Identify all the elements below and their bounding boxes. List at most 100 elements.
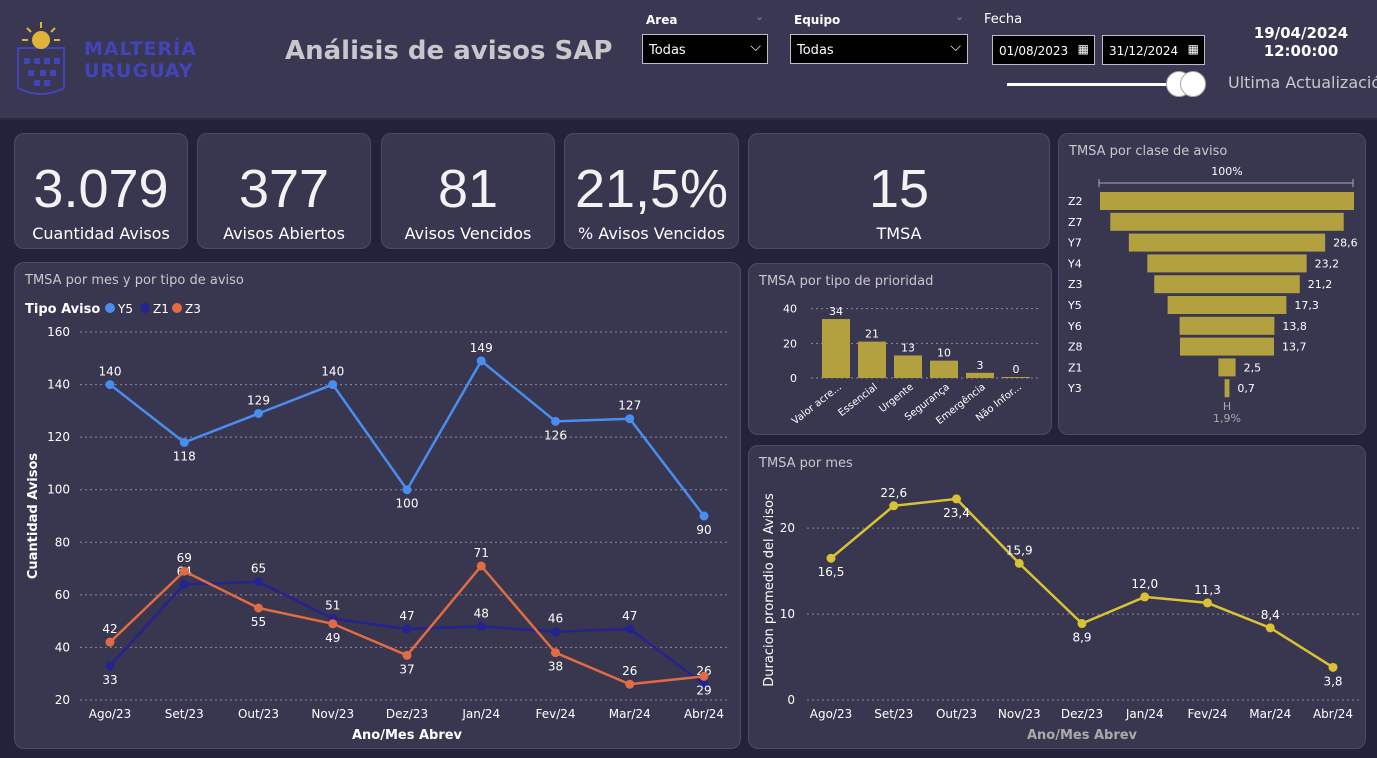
data-point-z1	[699, 679, 709, 689]
data-label: 13	[901, 341, 915, 354]
data-point-z1	[402, 624, 412, 634]
data-label-y5: 126	[544, 428, 567, 442]
data-point-y5	[179, 437, 189, 447]
data-point-z3	[551, 648, 560, 658]
kpi-card-avisos-vencidos: 81 Avisos Vencidos	[381, 133, 555, 249]
fecha-filter-label: Fecha	[984, 12, 1023, 27]
legend-label-z3: Z3	[185, 302, 201, 316]
data-point	[826, 553, 836, 563]
data-label: 11,3	[1194, 583, 1221, 597]
data-label-y5: 149	[470, 341, 493, 355]
data-point-z3	[476, 561, 486, 571]
calendar-icon[interactable]: ▦	[1187, 42, 1199, 56]
x-tick-label: Essencial	[836, 382, 879, 419]
funnel-chart-tmsa-clase: 100% Z2 Z7 Y7 28,6 Y4 23,2 Z3 21,2 Y5 17,3 Y6 13,8 Z8…	[1067, 165, 1358, 425]
calendar-icon[interactable]: ▦	[1077, 42, 1089, 56]
category-label: Z3	[1068, 278, 1083, 291]
data-point	[1077, 619, 1087, 629]
kpi-value: 21,5%	[574, 159, 729, 219]
x-tick-label: Dez/23	[386, 707, 428, 721]
page-title: Análisis de avisos SAP	[285, 36, 613, 66]
funnel-bottom-pct: 1,9%	[1213, 412, 1241, 425]
kpi-value: 377	[238, 159, 330, 219]
funnel-bar	[1110, 212, 1344, 231]
x-tick-label: Jan/24	[461, 707, 500, 721]
data-point-z1	[179, 579, 189, 589]
equipo-filter-label: Equipo	[794, 13, 841, 27]
x-tick-label: Set/23	[165, 707, 204, 721]
y-tick-label: 20	[780, 521, 795, 535]
data-label-y5: 140	[99, 365, 122, 379]
category-label: Z8	[1068, 341, 1083, 354]
fecha-start-value: 01/08/2023	[999, 44, 1069, 58]
data-label-z3: 69	[177, 551, 192, 565]
data-point-z1	[476, 621, 486, 631]
data-point	[952, 494, 961, 504]
y-tick-label: 140	[47, 378, 70, 392]
data-label-z1: 47	[622, 609, 637, 623]
data-label-y5: 100	[396, 497, 419, 511]
date-range-slider-end-handle[interactable]	[1180, 71, 1206, 97]
y-tick-label: 40	[783, 303, 797, 316]
fecha-end-input[interactable]: 31/12/2024 ▦	[1102, 35, 1205, 65]
data-label: 21	[865, 328, 879, 341]
data-point-z3	[402, 650, 412, 660]
y-tick-label: 20	[783, 337, 797, 350]
area-dropdown[interactable]: Todas ⌵	[642, 34, 768, 64]
category-label: Z7	[1068, 216, 1083, 229]
data-label-y5: 90	[696, 523, 711, 537]
data-point-z3	[179, 566, 189, 576]
last-update-label: Ultima Actualización	[1228, 73, 1377, 92]
equipo-dropdown-value: Todas	[797, 43, 834, 58]
x-axis-label: Ano/Mes Abrev	[352, 728, 463, 743]
data-label-z3: 38	[548, 660, 563, 674]
data-label: 15,9	[1006, 543, 1033, 557]
data-point-y5	[551, 416, 560, 426]
line-chart-tmsa-mes: 0 10 20 Ago/23 Set/23 Out/23 Nov/23 Dez/23 Jan/2…	[762, 486, 1361, 743]
data-label-z3: 37	[399, 662, 414, 676]
data-point-y5	[105, 380, 115, 390]
chevron-down-icon: ⌵	[750, 39, 761, 55]
bar	[894, 355, 922, 378]
data-label: 28,6	[1333, 237, 1358, 250]
x-tick-label: Mar/24	[609, 707, 651, 721]
data-label-y5: 140	[321, 365, 344, 379]
category-label: Y4	[1067, 257, 1082, 270]
data-point	[889, 501, 899, 511]
data-label: 0	[1013, 363, 1020, 376]
data-label-z3: 29	[696, 683, 711, 697]
x-tick-label: Valor acre...	[790, 382, 844, 427]
data-label-z1: 65	[251, 562, 266, 576]
chart-card-tmsa-prioridad: TMSA por tipo de prioridad 0 20 40 34 Valor …	[748, 263, 1052, 435]
kpi-value: 3.079	[33, 159, 169, 219]
data-point	[1265, 623, 1275, 633]
category-label: Z1	[1068, 361, 1083, 374]
data-label: 16,5	[818, 565, 845, 579]
y-tick-label: 100	[47, 483, 70, 497]
y-tick-label: 60	[55, 588, 70, 602]
y-tick-label: 0	[790, 372, 797, 385]
data-label: 23,2	[1315, 257, 1340, 270]
y-axis-label: Duracion promedio del Avisos	[762, 493, 777, 687]
data-label: 10	[937, 347, 951, 360]
data-label: 13,7	[1282, 341, 1307, 354]
chevron-down-icon: ⌵	[950, 39, 961, 55]
area-collapse-icon[interactable]: ⌄	[755, 10, 765, 23]
x-axis-label: Ano/Mes Abrev	[1027, 728, 1138, 743]
brand-name-line2: URUGUAY	[84, 60, 194, 82]
data-label-z3: 26	[622, 664, 637, 678]
date-range-slider-track[interactable]	[1007, 83, 1185, 86]
y-tick-label: 120	[47, 430, 70, 444]
fecha-start-input[interactable]: 01/08/2023 ▦	[992, 35, 1095, 65]
x-tick-label: Mar/24	[1249, 707, 1291, 721]
kpi-value: 81	[437, 159, 499, 219]
legend-label-y5: Y5	[117, 302, 133, 316]
data-label-z1: 51	[325, 599, 340, 613]
data-point-y5	[699, 511, 709, 521]
data-label: 8,9	[1072, 631, 1091, 645]
equipo-collapse-icon[interactable]: ⌄	[955, 10, 965, 23]
y-tick-label: 0	[787, 693, 795, 707]
data-point-y5	[328, 380, 338, 390]
equipo-dropdown[interactable]: Todas ⌵	[790, 34, 968, 64]
kpi-card-cuantidad-avisos: 3.079 Cuantidad Avisos	[14, 133, 188, 249]
